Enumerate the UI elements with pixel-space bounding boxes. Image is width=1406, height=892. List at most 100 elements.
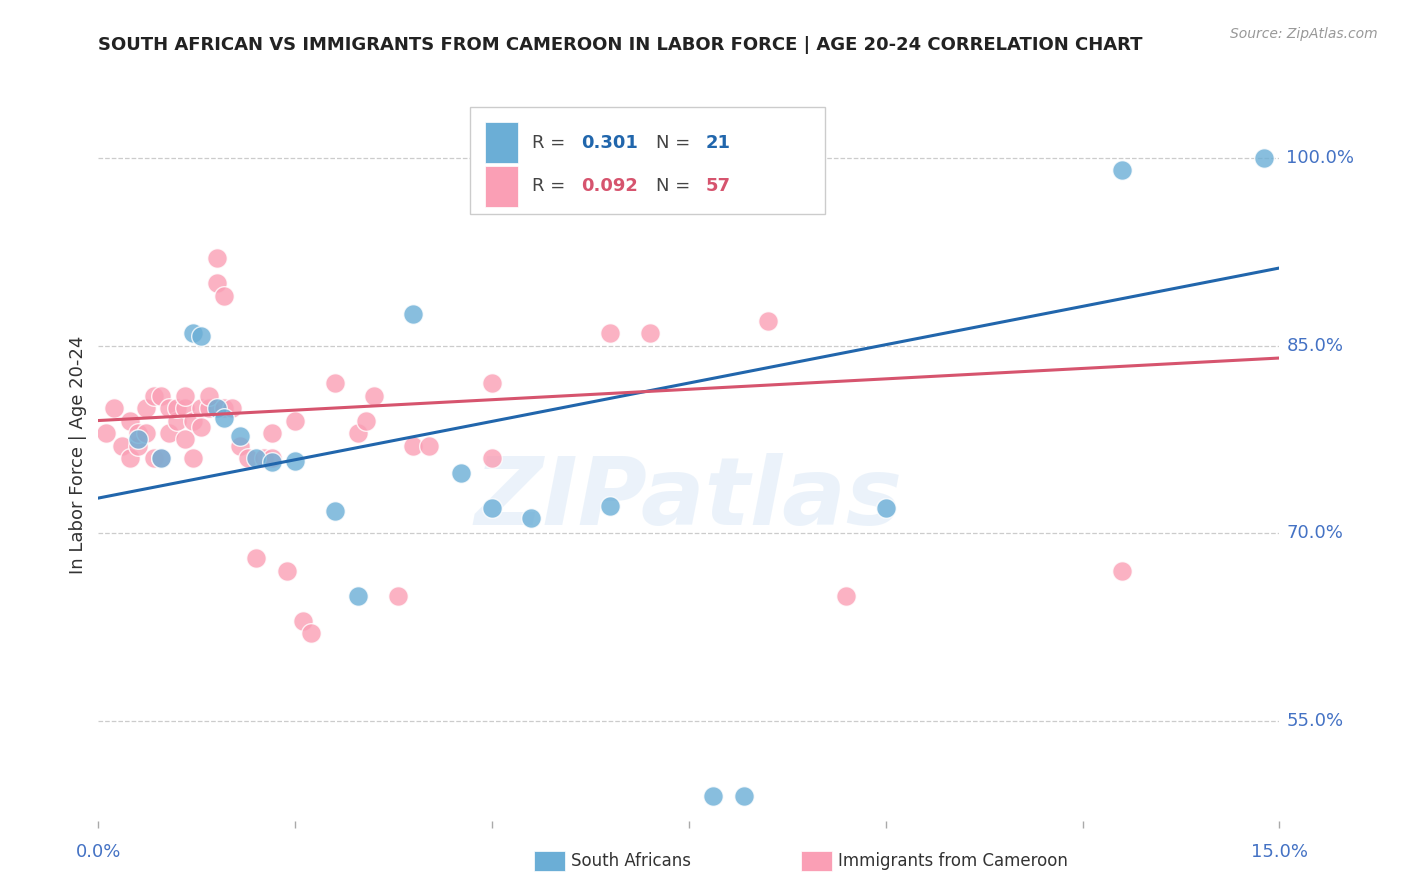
Point	[347, 425, 370, 440]
Point	[875, 501, 897, 516]
Point	[260, 425, 283, 440]
Point	[214, 401, 236, 415]
Point	[599, 499, 621, 513]
Point	[772, 151, 794, 165]
Point	[150, 451, 173, 466]
Point	[214, 288, 236, 302]
Point	[111, 438, 134, 452]
Point	[157, 401, 180, 415]
Point	[299, 626, 322, 640]
Point	[197, 401, 219, 415]
Point	[402, 438, 425, 452]
Text: R =: R =	[531, 134, 571, 152]
Point	[118, 451, 141, 466]
Point	[835, 589, 858, 603]
Point	[127, 432, 149, 446]
Text: 15.0%: 15.0%	[1251, 843, 1308, 861]
Point	[190, 419, 212, 434]
Point	[103, 401, 125, 415]
Text: ZIPatlas: ZIPatlas	[475, 453, 903, 545]
Point	[190, 401, 212, 415]
Point	[481, 501, 503, 516]
Text: South Africans: South Africans	[571, 852, 690, 870]
Point	[276, 564, 298, 578]
Point	[181, 413, 204, 427]
Point	[236, 451, 259, 466]
Text: Immigrants from Cameroon: Immigrants from Cameroon	[838, 852, 1067, 870]
Point	[229, 438, 252, 452]
Point	[481, 451, 503, 466]
Point	[135, 401, 157, 415]
Text: 57: 57	[706, 178, 731, 195]
Point	[450, 466, 472, 480]
Point	[638, 326, 661, 340]
Text: 0.092: 0.092	[582, 178, 638, 195]
Point	[284, 453, 307, 467]
Point	[181, 451, 204, 466]
Text: 100.0%: 100.0%	[1286, 149, 1354, 167]
Point	[190, 328, 212, 343]
Text: N =: N =	[655, 134, 696, 152]
Text: 0.301: 0.301	[582, 134, 638, 152]
Point	[1253, 151, 1275, 165]
Point	[418, 438, 440, 452]
Point	[363, 388, 385, 402]
Point	[166, 401, 188, 415]
Text: 85.0%: 85.0%	[1286, 336, 1344, 354]
Point	[197, 388, 219, 402]
Point	[150, 451, 173, 466]
Point	[214, 411, 236, 425]
Point	[229, 428, 252, 442]
Point	[323, 503, 346, 517]
Point	[702, 789, 724, 803]
Point	[245, 451, 267, 466]
Point	[142, 388, 165, 402]
Point	[599, 326, 621, 340]
Point	[260, 455, 283, 469]
Point	[260, 451, 283, 466]
Point	[127, 425, 149, 440]
Point	[402, 307, 425, 321]
Text: SOUTH AFRICAN VS IMMIGRANTS FROM CAMEROON IN LABOR FORCE | AGE 20-24 CORRELATION: SOUTH AFRICAN VS IMMIGRANTS FROM CAMEROO…	[98, 36, 1143, 54]
FancyBboxPatch shape	[485, 122, 517, 162]
Point	[174, 432, 197, 446]
Point	[205, 401, 228, 415]
Text: 0.0%: 0.0%	[76, 843, 121, 861]
Point	[142, 451, 165, 466]
Point	[150, 388, 173, 402]
Point	[127, 438, 149, 452]
Point	[135, 425, 157, 440]
Point	[245, 551, 267, 566]
Point	[205, 276, 228, 290]
Point	[174, 388, 197, 402]
Text: Source: ZipAtlas.com: Source: ZipAtlas.com	[1230, 27, 1378, 41]
Point	[253, 451, 276, 466]
Text: 55.0%: 55.0%	[1286, 712, 1344, 730]
Point	[733, 789, 755, 803]
Y-axis label: In Labor Force | Age 20-24: In Labor Force | Age 20-24	[69, 335, 87, 574]
FancyBboxPatch shape	[471, 108, 825, 213]
Point	[181, 326, 204, 340]
Point	[1111, 564, 1133, 578]
Point	[1111, 163, 1133, 178]
Point	[96, 425, 118, 440]
Point	[347, 589, 370, 603]
Point	[292, 614, 315, 628]
Point	[166, 413, 188, 427]
Point	[221, 401, 243, 415]
Text: 21: 21	[706, 134, 731, 152]
Point	[481, 376, 503, 390]
Point	[174, 401, 197, 415]
Point	[323, 376, 346, 390]
FancyBboxPatch shape	[485, 167, 517, 207]
Text: N =: N =	[655, 178, 696, 195]
Point	[756, 313, 779, 327]
Point	[157, 425, 180, 440]
Text: 70.0%: 70.0%	[1286, 524, 1343, 542]
Point	[354, 413, 377, 427]
Point	[118, 413, 141, 427]
Point	[520, 511, 543, 525]
Point	[387, 589, 409, 603]
Text: R =: R =	[531, 178, 571, 195]
Point	[205, 251, 228, 265]
